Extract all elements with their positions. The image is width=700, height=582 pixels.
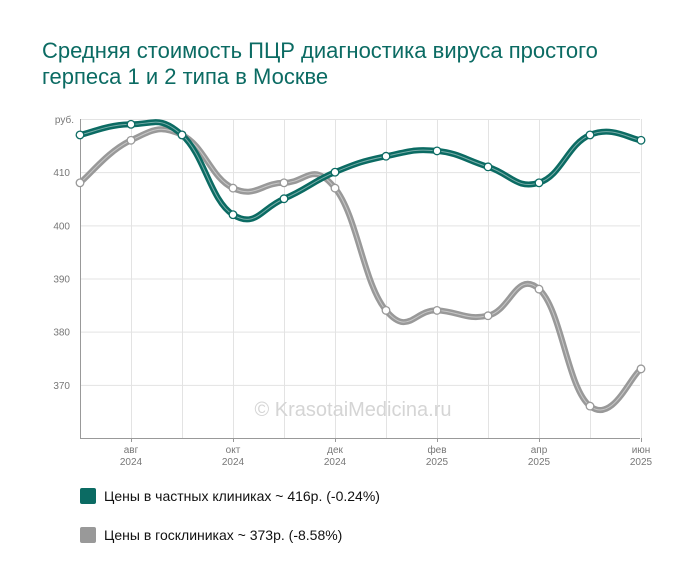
- data-point-public[interactable]: [75, 178, 85, 188]
- data-point-public[interactable]: [534, 284, 544, 294]
- y-axis: 370 380 390 400 410 руб.: [53, 114, 81, 438]
- data-point-private[interactable]: [585, 130, 595, 140]
- data-point-private[interactable]: [126, 119, 136, 129]
- data-point-public[interactable]: [279, 178, 289, 188]
- data-point-private[interactable]: [279, 194, 289, 204]
- x-tick-label: авг: [124, 445, 139, 456]
- x-tick-year: 2024: [324, 457, 347, 468]
- data-point-private[interactable]: [483, 162, 493, 172]
- x-tick-year: 2025: [426, 457, 449, 468]
- x-axis: авг2024окт2024дек2024фев2025апр2025июн20…: [80, 438, 653, 468]
- legend: Цены в частных клиниках ~ 416р. (-0.24%)…: [80, 486, 380, 564]
- watermark: © KrasotaiMedicina.ru: [254, 399, 451, 421]
- legend-item-private[interactable]: Цены в частных клиниках ~ 416р. (-0.24%): [80, 486, 380, 506]
- x-tick-year: 2024: [222, 457, 245, 468]
- legend-label-public: Цены в госклиниках ~ 373р. (-8.58%): [104, 527, 343, 543]
- x-tick-label: окт: [226, 445, 241, 456]
- y-tick-label: 390: [53, 275, 70, 286]
- data-point-private[interactable]: [432, 146, 442, 156]
- data-point-public[interactable]: [432, 305, 442, 315]
- series-line-private: [77, 119, 644, 223]
- x-tick-year: 2025: [528, 457, 551, 468]
- y-tick-label: 400: [53, 221, 70, 232]
- data-point-public[interactable]: [483, 311, 493, 321]
- data-point-public[interactable]: [330, 183, 340, 193]
- data-point-private[interactable]: [636, 135, 646, 145]
- x-tick-label: апр: [531, 445, 548, 456]
- data-point-public[interactable]: [381, 305, 391, 315]
- data-point-private[interactable]: [330, 167, 340, 177]
- y-unit-label: руб.: [55, 114, 74, 126]
- data-point-private[interactable]: [228, 210, 238, 220]
- y-tick-label: 380: [53, 328, 70, 339]
- x-tick-label: дек: [327, 445, 343, 456]
- data-point-public[interactable]: [585, 401, 595, 411]
- data-point-private[interactable]: [75, 130, 85, 140]
- x-tick-label: фев: [427, 444, 446, 456]
- data-point-public[interactable]: [636, 364, 646, 374]
- data-point-public[interactable]: [126, 135, 136, 145]
- series-points: [75, 119, 646, 411]
- data-point-public[interactable]: [228, 183, 238, 193]
- legend-label-private: Цены в частных клиниках ~ 416р. (-0.24%): [104, 488, 380, 504]
- y-tick-label: 370: [53, 381, 70, 392]
- chart-title: Средняя стоимость ПЦР диагностика вируса…: [42, 38, 598, 89]
- y-tick-label: 410: [53, 168, 70, 179]
- x-tick-year: 2025: [630, 457, 653, 468]
- legend-swatch-public: [80, 527, 96, 543]
- data-point-private[interactable]: [381, 151, 391, 161]
- data-point-private[interactable]: [534, 178, 544, 188]
- x-tick-year: 2024: [120, 457, 143, 468]
- data-point-private[interactable]: [177, 130, 187, 140]
- series-lines: [77, 119, 644, 413]
- legend-swatch-private: [80, 488, 96, 504]
- legend-item-public[interactable]: Цены в госклиниках ~ 373р. (-8.58%): [80, 525, 380, 545]
- x-tick-label: июн: [632, 445, 651, 456]
